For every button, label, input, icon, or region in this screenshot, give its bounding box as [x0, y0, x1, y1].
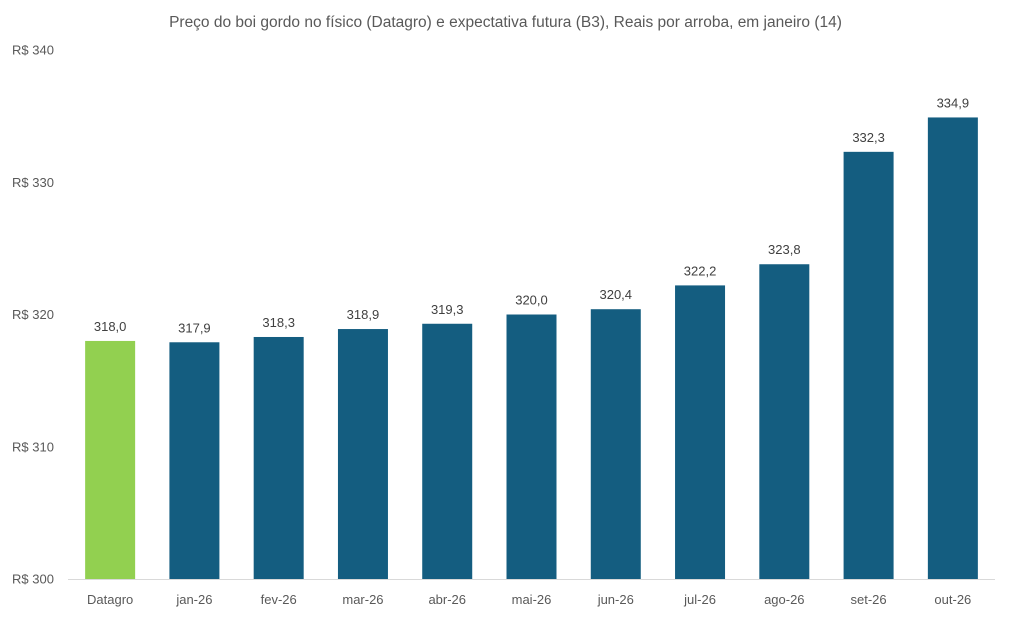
y-tick-label: R$ 320 — [12, 307, 54, 322]
data-label: 318,3 — [262, 315, 295, 330]
bar — [337, 329, 388, 579]
y-tick-label: R$ 340 — [12, 43, 54, 58]
x-tick-label: jul-26 — [683, 592, 716, 607]
x-tick-label: out-26 — [934, 592, 971, 607]
y-tick-label: R$ 310 — [12, 439, 54, 454]
x-tick-label: abr-26 — [428, 592, 466, 607]
x-tick-label: jan-26 — [175, 592, 212, 607]
bar — [843, 151, 894, 579]
bar — [927, 117, 978, 579]
bar — [85, 340, 136, 579]
bar — [506, 314, 557, 579]
data-label: 323,8 — [768, 242, 801, 257]
data-label: 318,0 — [94, 319, 127, 334]
data-label: 317,9 — [178, 320, 211, 335]
data-label: 320,0 — [515, 293, 548, 308]
x-tick-label: set-26 — [851, 592, 887, 607]
bars — [85, 117, 978, 579]
data-label: 318,9 — [347, 307, 380, 322]
y-axis: R$ 300 R$ 310 R$ 320 R$ 330 R$ 340 — [12, 43, 54, 587]
y-tick-label: R$ 300 — [12, 572, 54, 587]
y-tick-label: R$ 330 — [12, 175, 54, 190]
chart-title: Preço do boi gordo no físico (Datagro) e… — [169, 14, 842, 31]
data-labels: 318,0 317,9 318,3 318,9 319,3 320,0 320,4 322,2… — [94, 95, 969, 335]
data-label: 334,9 — [937, 95, 970, 110]
bar — [590, 309, 641, 579]
data-label: 319,3 — [431, 302, 464, 317]
x-tick-label: Datagro — [87, 592, 133, 607]
bar — [422, 323, 473, 579]
bar — [169, 342, 220, 579]
bar — [253, 336, 304, 579]
data-label: 332,3 — [852, 130, 885, 145]
x-tick-label: ago-26 — [764, 592, 804, 607]
x-tick-label: mai-26 — [512, 592, 552, 607]
x-tick-label: mar-26 — [342, 592, 383, 607]
x-tick-label: jun-26 — [597, 592, 634, 607]
x-axis: Datagro jan-26 fev-26 mar-26 abr-26 mai-26 jun… — [68, 579, 995, 607]
x-tick-label: fev-26 — [261, 592, 297, 607]
data-label: 320,4 — [599, 287, 632, 302]
data-label: 322,2 — [684, 263, 717, 278]
bar — [759, 264, 810, 579]
bar — [675, 285, 726, 579]
